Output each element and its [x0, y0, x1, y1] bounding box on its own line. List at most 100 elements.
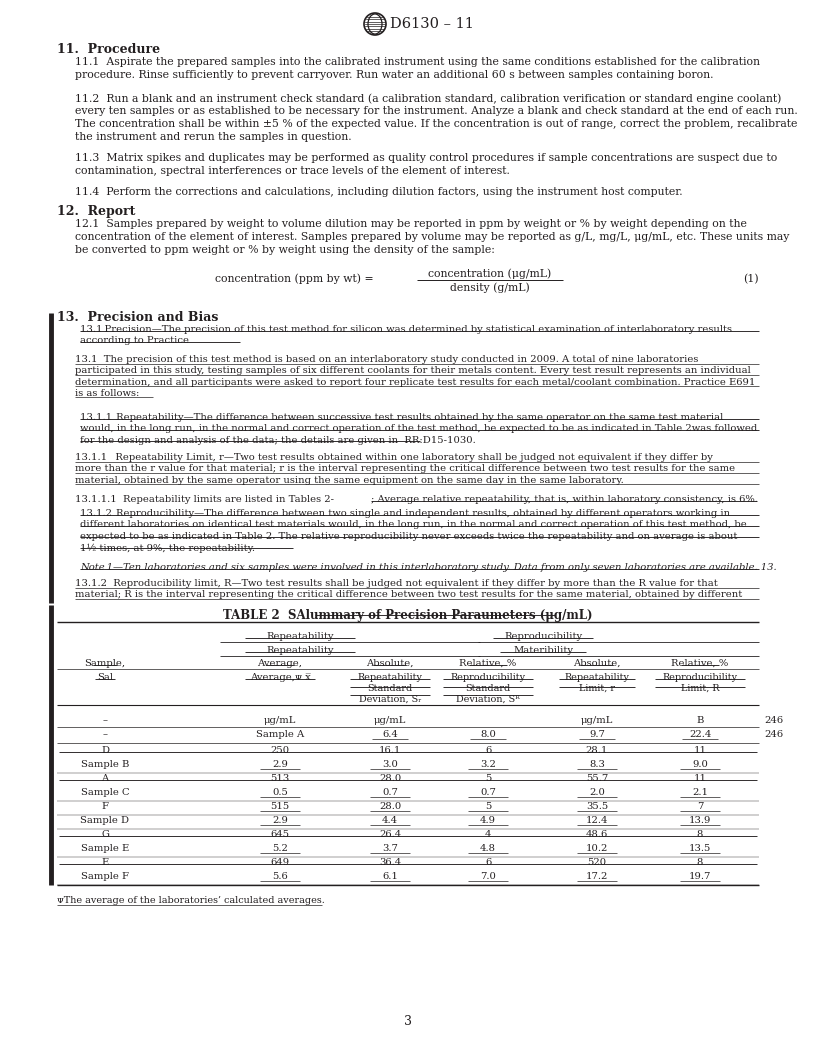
- Text: Sample E: Sample E: [81, 844, 129, 853]
- Text: 11.1  Aspirate the prepared samples into the calibrated instrument using the sam: 11.1 Aspirate the prepared samples into …: [75, 57, 760, 80]
- Text: 3.0: 3.0: [382, 760, 398, 769]
- Text: Note 1—Ten laboratories and six samples were involved in this interlaboratory st: Note 1—Ten laboratories and six samples …: [80, 563, 777, 572]
- Text: concentration (μg/mL): concentration (μg/mL): [428, 268, 552, 279]
- Text: 649: 649: [270, 857, 290, 867]
- Text: 12.4: 12.4: [586, 816, 608, 825]
- Text: 11.2  Run a blank and an instrument check standard (a calibration standard, cali: 11.2 Run a blank and an instrument check…: [75, 93, 798, 142]
- Text: Reproducibility
Standard
Deviation, Sᴿ: Reproducibility Standard Deviation, Sᴿ: [450, 673, 526, 703]
- Text: 250: 250: [270, 746, 290, 755]
- Text: –: –: [103, 716, 108, 725]
- Text: 6.4: 6.4: [382, 730, 398, 739]
- Text: Sample A: Sample A: [256, 730, 304, 739]
- Text: (1): (1): [743, 274, 759, 284]
- Text: 5: 5: [485, 802, 491, 811]
- Text: 3.2: 3.2: [480, 760, 496, 769]
- Text: 13.1.1   Repeatability Limit, r—Two test results obtained within one laboratory : 13.1.1 Repeatability Limit, r—Two test r…: [75, 453, 735, 485]
- Text: 6.1: 6.1: [382, 872, 398, 881]
- Text: ᴪThe average of the laboratories’ calculated averages.: ᴪThe average of the laboratories’ calcul…: [57, 895, 325, 905]
- Text: 28.0: 28.0: [379, 774, 401, 782]
- Text: Average,: Average,: [258, 659, 303, 668]
- Text: 9.0: 9.0: [692, 760, 708, 769]
- Text: 10.2: 10.2: [586, 844, 608, 853]
- Text: Absolute,: Absolute,: [574, 659, 621, 668]
- Text: A: A: [101, 774, 109, 782]
- Text: 13.1.2  Reproducibility—The difference between two single and independent result: 13.1.2 Reproducibility—The difference be…: [80, 509, 747, 552]
- Text: 35.5: 35.5: [586, 802, 608, 811]
- Text: G: G: [101, 830, 109, 840]
- Text: –: –: [103, 730, 108, 739]
- Text: μg/mL: μg/mL: [374, 716, 406, 725]
- Text: concentration (ppm by wt) =: concentration (ppm by wt) =: [215, 274, 374, 284]
- Text: Relative, %: Relative, %: [459, 659, 517, 668]
- Text: 8: 8: [697, 857, 703, 867]
- Text: 22.4: 22.4: [689, 730, 712, 739]
- Text: 13.1.1.1  Repeatability limits are listed in Tables 2-: 13.1.1.1 Repeatability limits are listed…: [75, 495, 334, 504]
- Text: 28.0: 28.0: [379, 802, 401, 811]
- Text: 13.1.1  Repeatability—The difference between successive test results obtained by: 13.1.1 Repeatability—The difference betw…: [80, 413, 757, 445]
- Text: 19.7: 19.7: [689, 872, 712, 881]
- Text: 5.6: 5.6: [272, 872, 288, 881]
- Text: 13.1 Precision—The precision of this test method for silicon was determined by s: 13.1 Precision—The precision of this tes…: [80, 325, 732, 345]
- Text: μg/mL: μg/mL: [581, 716, 613, 725]
- Text: Sal: Sal: [97, 673, 113, 682]
- Text: B: B: [696, 716, 703, 725]
- Text: density (g/mL): density (g/mL): [450, 282, 530, 293]
- Text: 17.2: 17.2: [586, 872, 608, 881]
- Text: 13.  Precision and Bias: 13. Precision and Bias: [57, 312, 219, 324]
- Text: 4: 4: [485, 830, 491, 840]
- Text: TABLE 2  SAlummary of Precision Paraumeters (μg/mL): TABLE 2 SAlummary of Precision Paraumete…: [224, 609, 592, 622]
- Text: Repeatability: Repeatability: [266, 646, 334, 655]
- Text: 12.1  Samples prepared by weight to volume dilution may be reported in ppm by we: 12.1 Samples prepared by weight to volum…: [75, 219, 789, 254]
- Text: 11.4  Perform the corrections and calculations, including dilution factors, usin: 11.4 Perform the corrections and calcula…: [75, 187, 683, 197]
- Text: 515: 515: [270, 802, 290, 811]
- Text: 0.7: 0.7: [480, 788, 496, 797]
- Text: 11.3  Matrix spikes and duplicates may be performed as quality control procedure: 11.3 Matrix spikes and duplicates may be…: [75, 153, 778, 175]
- Text: 4.4: 4.4: [382, 816, 398, 825]
- Text: 16.1: 16.1: [379, 746, 401, 755]
- Text: 5: 5: [485, 774, 491, 782]
- Text: 8: 8: [697, 830, 703, 840]
- Text: 7: 7: [697, 802, 703, 811]
- Text: 8.0: 8.0: [480, 730, 496, 739]
- Text: 4.9: 4.9: [480, 816, 496, 825]
- Text: E: E: [101, 857, 109, 867]
- Text: Reproducibility
Limit, R: Reproducibility Limit, R: [663, 673, 738, 693]
- Text: Repeatability: Repeatability: [266, 631, 334, 641]
- Text: Sample B: Sample B: [81, 760, 129, 769]
- Text: 12.  Report: 12. Report: [57, 205, 135, 218]
- Text: Sample C: Sample C: [81, 788, 129, 797]
- Text: 0.5: 0.5: [272, 788, 288, 797]
- Text: ; Average relative repeatability, that is, within laboratory consistency, is 6%.: ; Average relative repeatability, that i…: [371, 495, 758, 504]
- Text: 7.0: 7.0: [480, 872, 496, 881]
- Text: 513: 513: [270, 774, 290, 782]
- Text: 28.1: 28.1: [586, 746, 608, 755]
- Text: 3.7: 3.7: [382, 844, 398, 853]
- Text: 4.8: 4.8: [480, 844, 496, 853]
- Text: 6: 6: [485, 746, 491, 755]
- Text: Reproducibility: Reproducibility: [504, 631, 582, 641]
- Text: Relative, %: Relative, %: [672, 659, 729, 668]
- Text: μg/mL: μg/mL: [264, 716, 296, 725]
- Text: 13.5: 13.5: [689, 844, 712, 853]
- Text: 48.6: 48.6: [586, 830, 608, 840]
- Text: 246: 246: [764, 730, 783, 739]
- Text: 13.9: 13.9: [689, 816, 712, 825]
- Text: Absolute,: Absolute,: [366, 659, 414, 668]
- Text: F: F: [101, 802, 109, 811]
- Text: 13.1.2  Reproducibility limit, R—Two test results shall be judged not equivalent: 13.1.2 Reproducibility limit, R—Two test…: [75, 579, 743, 600]
- Text: 246: 246: [764, 716, 783, 725]
- Text: Materibility: Materibility: [513, 646, 573, 655]
- Text: 2.9: 2.9: [272, 816, 288, 825]
- Text: 520: 520: [588, 857, 606, 867]
- Text: 55.7: 55.7: [586, 774, 608, 782]
- Text: D6130 – 11: D6130 – 11: [390, 17, 474, 31]
- Text: Repeatability
Standard
Deviation, Sᵣ: Repeatability Standard Deviation, Sᵣ: [357, 673, 423, 703]
- Text: 645: 645: [270, 830, 290, 840]
- Text: 9.7: 9.7: [589, 730, 605, 739]
- Text: Repeatability
Limit, r: Repeatability Limit, r: [565, 673, 629, 693]
- Text: Sample D: Sample D: [81, 816, 130, 825]
- Text: 11: 11: [694, 746, 707, 755]
- Text: 2.0: 2.0: [589, 788, 605, 797]
- Text: 5.2: 5.2: [272, 844, 288, 853]
- Text: Sample,: Sample,: [84, 659, 126, 668]
